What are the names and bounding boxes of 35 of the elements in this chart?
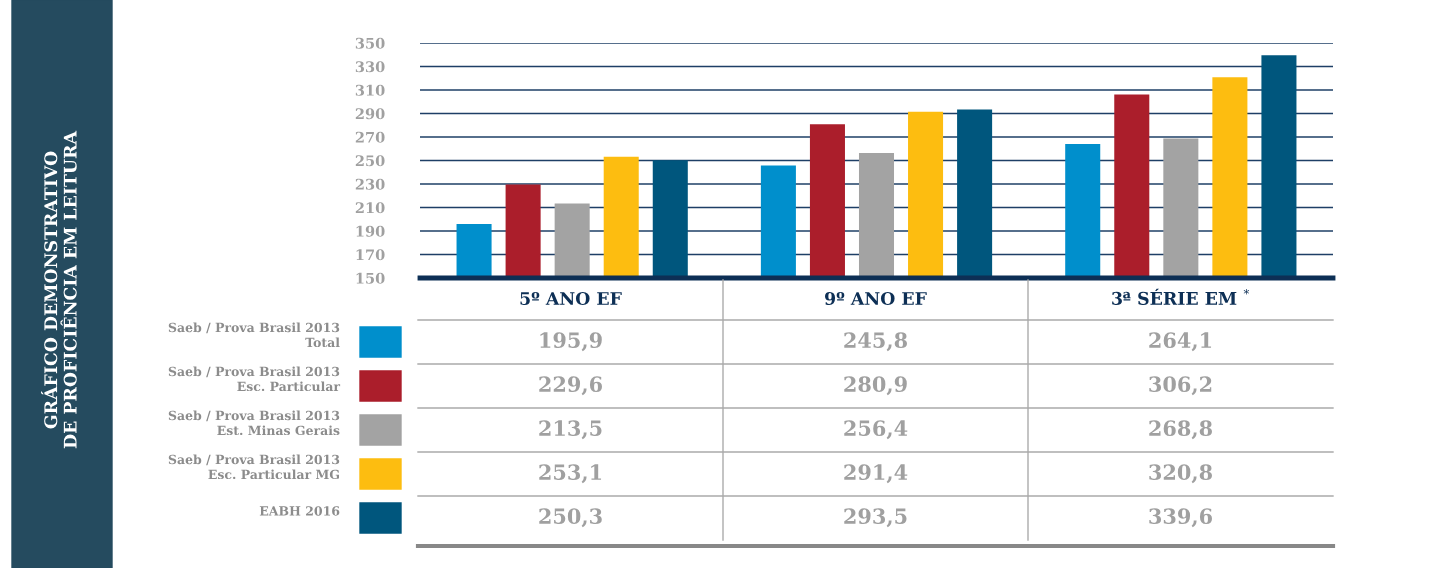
x-tick-label: 3ª SÉRIE EM $^{*}$ (1112, 288, 1250, 305)
y-tick-label: 170 (356, 249, 385, 261)
data-label: 291,4 (844, 464, 908, 484)
data-label: 253,1 (539, 464, 602, 484)
data-label: 320,8 (1149, 464, 1212, 484)
data-label: 280,9 (844, 376, 907, 396)
x-tick-label: 5º ANO EF (520, 291, 622, 306)
y-tick-label: 270 (355, 131, 385, 143)
data-label: 306,2 (1149, 376, 1212, 396)
y-tick-label: 210 (355, 202, 385, 214)
y-tick-label: 250 (355, 155, 385, 167)
data-label: 245,8 (844, 332, 907, 352)
legend-label: Saeb / Prova Brasil 2013 Est. Minas Gerais (168, 410, 340, 436)
data-label: 264,1 (1149, 332, 1212, 352)
x-tick-label: 9º ANO EF (825, 291, 927, 306)
y-tick-label: 150 (356, 272, 385, 284)
y-tick-label: 310 (355, 84, 385, 96)
text: GRÁFICO DEMONSTRATIVO DE PROFICIÊNCIA EM LEITURA (41, 130, 77, 449)
y-tick-label: 230 (355, 178, 385, 190)
data-label: 256,4 (844, 420, 908, 440)
data-label: 213,5 (539, 420, 602, 440)
data-label: 250,3 (539, 508, 602, 528)
data-label: 339,6 (1149, 508, 1212, 528)
y-tick-label: 330 (355, 61, 385, 73)
data-label: 293,5 (844, 508, 907, 528)
legend-label: Saeb / Prova Brasil 2013 Esc. Particular (168, 366, 341, 392)
legend-label: EABH 2016 (259, 506, 340, 516)
data-label: 195,9 (540, 332, 602, 352)
y-tick-label: 350 (355, 37, 385, 49)
legend-label: Saeb / Prova Brasil 2013 Total (168, 322, 340, 348)
data-label: 268,8 (1149, 420, 1212, 440)
y-tick-label: 190 (356, 225, 385, 237)
legend-label: Saeb / Prova Brasil 2013 Esc. Particular MG (168, 454, 340, 480)
y-tick-label: 290 (355, 108, 385, 120)
data-label: 229,6 (539, 376, 602, 396)
